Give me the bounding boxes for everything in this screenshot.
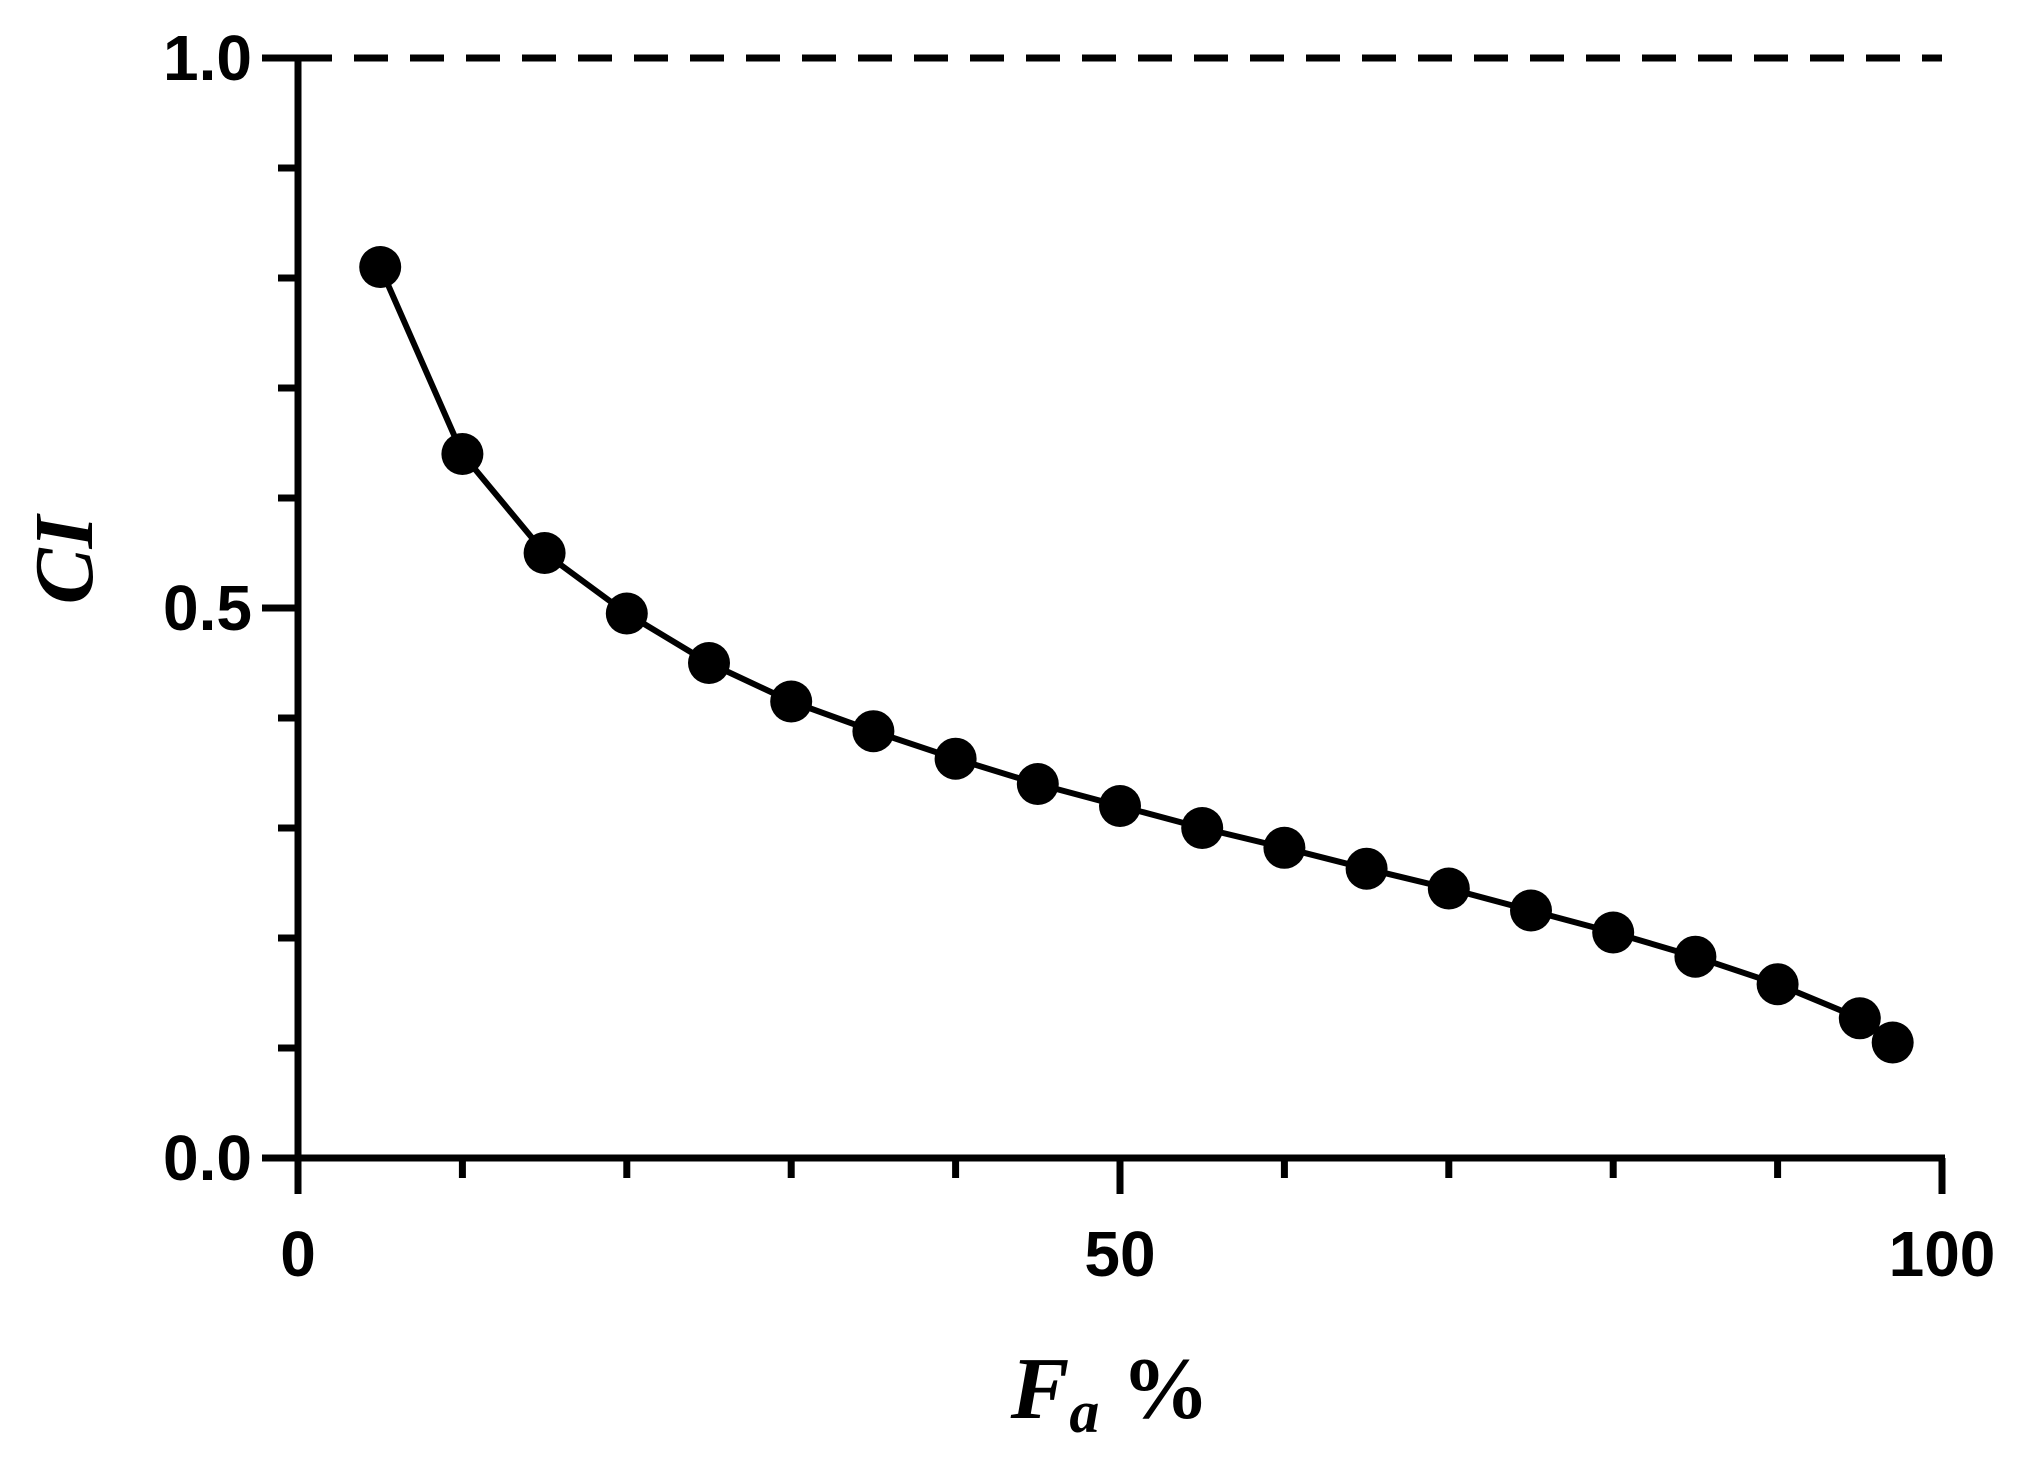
y-axis-title: CI: [18, 512, 111, 604]
data-point: [934, 737, 977, 780]
x-tick-label: 100: [1889, 1218, 1996, 1290]
data-point: [1838, 997, 1881, 1040]
y-axis: 0.0 0.5 1.0: [163, 22, 302, 1194]
x-axis-title-unit: %: [1121, 1341, 1209, 1438]
data-point: [688, 642, 730, 684]
data-point: [1427, 867, 1470, 910]
data-point: [1674, 935, 1717, 978]
data-point: [359, 246, 402, 288]
x-axis-title: Fa%: [1010, 1341, 1210, 1445]
data-point: [1263, 826, 1306, 869]
data-point: [1510, 889, 1552, 932]
data-point: [1756, 963, 1799, 1006]
y-tick-label: 1.0: [163, 22, 252, 94]
series-line-group: [377, 265, 1895, 1045]
x-axis-title-main: F: [1010, 1341, 1070, 1438]
x-tick-label: 0: [280, 1218, 316, 1290]
data-point: [1099, 785, 1141, 827]
data-point: [1181, 807, 1224, 849]
y-tick-label: 0.0: [163, 1122, 252, 1194]
data-point: [852, 710, 895, 753]
y-tick-label: 0.5: [163, 572, 252, 644]
x-axis-title-subscript: a: [1069, 1379, 1099, 1445]
data-point: [1871, 1021, 1914, 1064]
x-axis: 0 50 100: [280, 1154, 1996, 1290]
data-point: [523, 532, 566, 574]
data-point: [1592, 911, 1635, 954]
data-point: [1016, 763, 1059, 805]
series-line: [377, 265, 1895, 1045]
data-point: [441, 433, 484, 475]
data-point: [770, 680, 813, 723]
data-point: [605, 592, 648, 635]
data-point: [1345, 847, 1388, 890]
x-tick-label: 50: [1084, 1218, 1155, 1290]
data-points: [359, 246, 1914, 1064]
